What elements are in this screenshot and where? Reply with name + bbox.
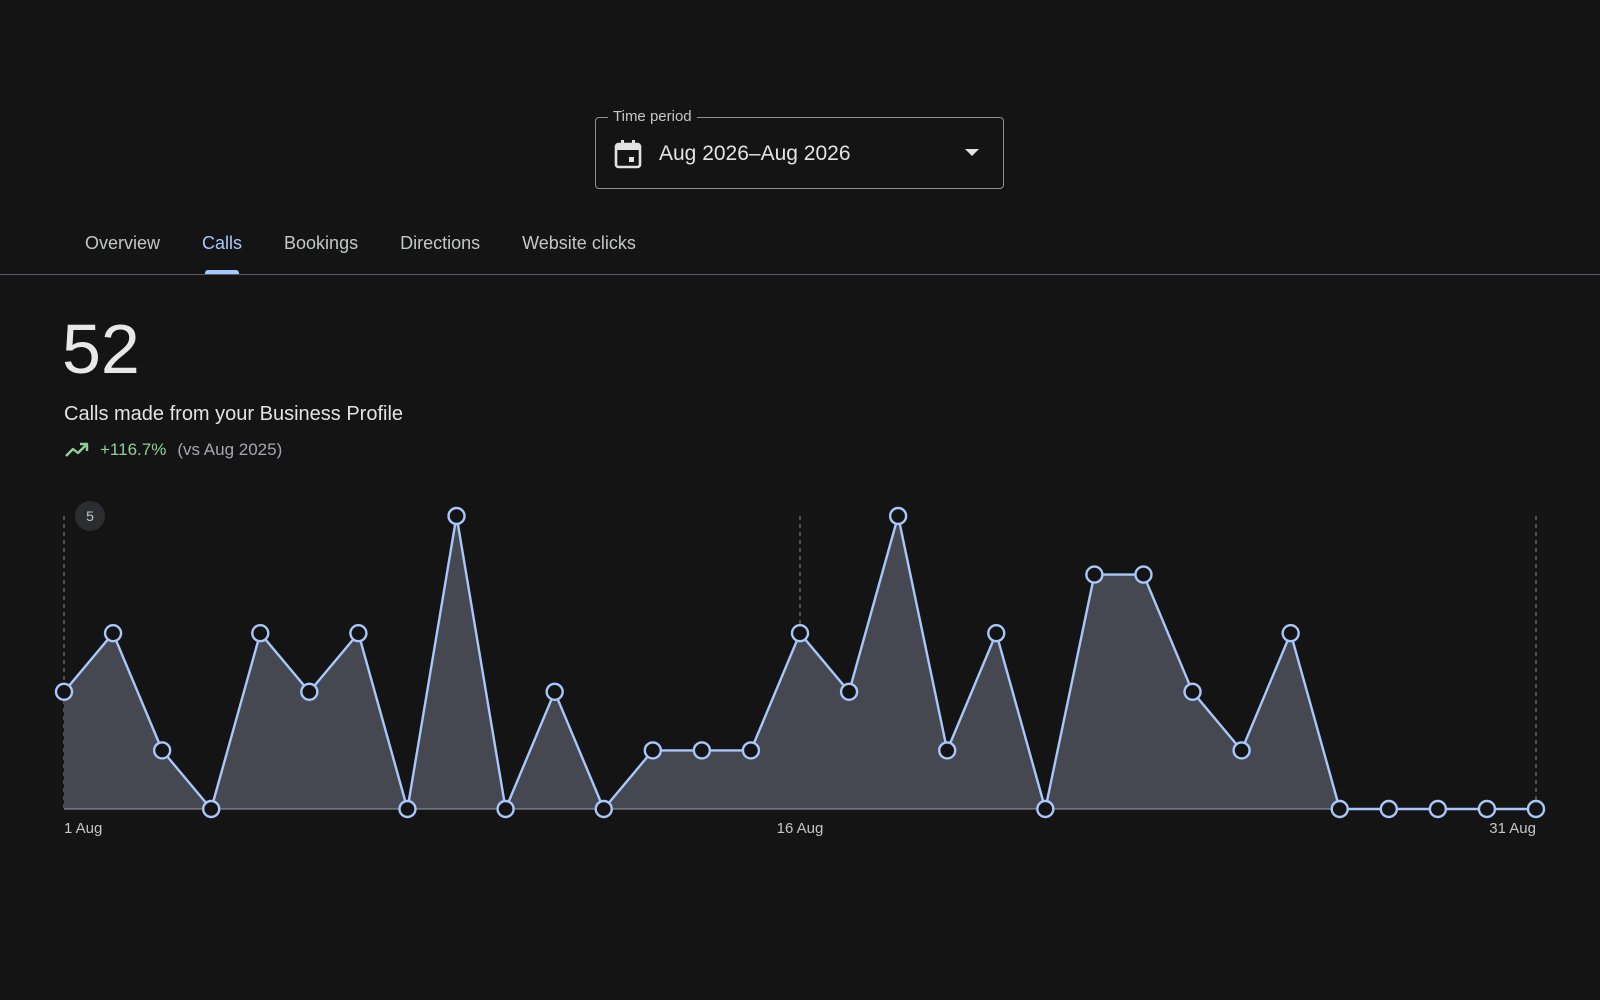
data-point xyxy=(103,623,123,643)
data-point xyxy=(1036,799,1055,819)
tab-calls[interactable]: Calls xyxy=(181,222,263,274)
time-period-select[interactable]: Time period Aug 2026–Aug 2026 xyxy=(595,108,1004,189)
tab-calls-label: Calls xyxy=(202,233,243,253)
calls-area-chart: 5 1 Aug 16 Aug 31 Aug xyxy=(54,501,1546,837)
trending-up-icon xyxy=(65,442,89,457)
data-point xyxy=(1477,799,1497,819)
data-point xyxy=(1134,565,1153,584)
data-point xyxy=(1330,799,1349,819)
x-tick-label: 31 Aug xyxy=(1489,820,1536,837)
tab-bookings[interactable]: Bookings xyxy=(284,233,359,253)
data-point xyxy=(447,506,466,526)
y-max-badge xyxy=(75,501,105,531)
tabs-divider xyxy=(0,274,1600,275)
data-point xyxy=(398,799,417,819)
data-point xyxy=(1526,799,1546,819)
time-period-label: Time period xyxy=(608,108,697,126)
trend-percent: +116.7% xyxy=(100,440,167,459)
dropdown-arrow-icon[interactable] xyxy=(965,149,979,156)
data-point xyxy=(54,682,74,702)
tab-overview[interactable]: Overview xyxy=(85,233,161,253)
trend-comparison: (vs Aug 2025) xyxy=(177,440,283,459)
data-point xyxy=(987,623,1006,643)
data-point xyxy=(1183,682,1202,702)
x-tick-label: 1 Aug xyxy=(64,820,102,837)
tab-bar: Overview Calls Bookings Directions Websi… xyxy=(64,222,657,274)
trend-row: +116.7% (vs Aug 2025) xyxy=(64,438,282,462)
data-point xyxy=(839,682,859,702)
area-fill xyxy=(64,516,1536,809)
data-point xyxy=(692,741,712,760)
data-point xyxy=(938,741,957,760)
data-point xyxy=(594,799,613,819)
data-point xyxy=(1232,741,1251,760)
data-point xyxy=(300,682,319,702)
data-point xyxy=(152,741,172,760)
data-point xyxy=(201,799,221,819)
time-period-value: Aug 2026–Aug 2026 xyxy=(659,142,851,165)
data-point xyxy=(888,506,908,526)
tab-website-clicks[interactable]: Website clicks xyxy=(522,233,636,253)
data-point xyxy=(1085,565,1104,584)
metric-label: Calls made from your Business Profile xyxy=(64,403,404,425)
data-point xyxy=(643,741,662,760)
calendar-icon xyxy=(614,140,642,169)
data-point xyxy=(251,623,270,643)
active-tab-indicator xyxy=(205,270,240,274)
tab-directions[interactable]: Directions xyxy=(400,233,481,253)
data-point xyxy=(1428,799,1448,819)
data-point xyxy=(496,799,515,819)
metric-total: 52 xyxy=(62,310,140,388)
x-tick-label: 16 Aug xyxy=(777,820,824,837)
data-point xyxy=(790,623,810,643)
data-point xyxy=(1281,623,1300,643)
data-point xyxy=(741,741,761,760)
data-point xyxy=(349,623,368,643)
y-max-label: 5 xyxy=(86,508,94,524)
data-point xyxy=(1379,799,1399,819)
data-point xyxy=(545,682,564,702)
